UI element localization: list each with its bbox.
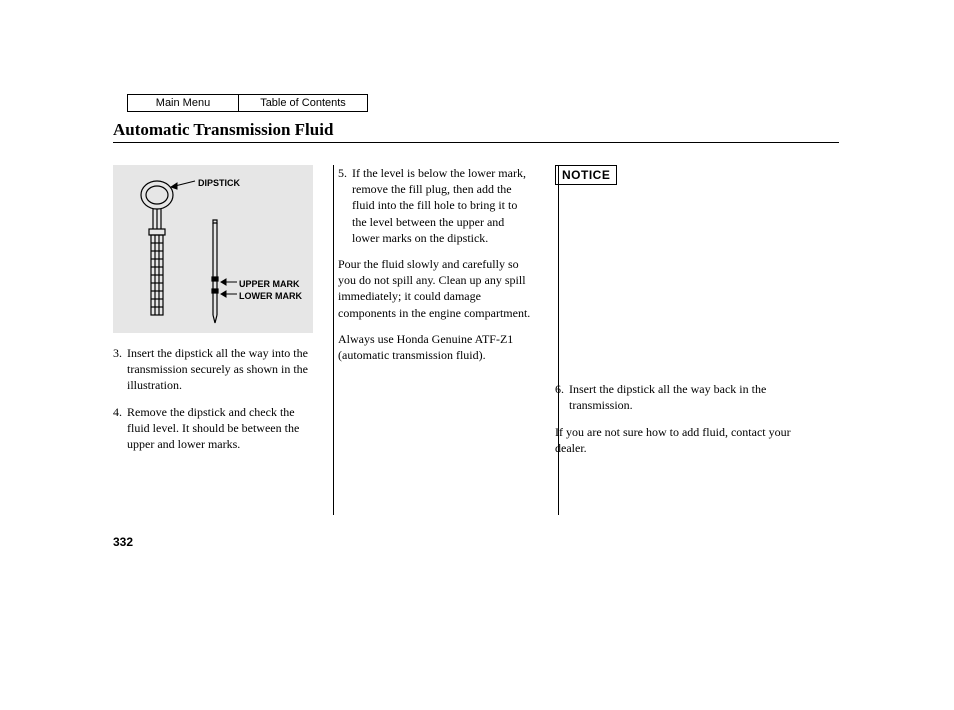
columns-container: DIPSTICK UPPER MARK LOWER MARK 3. Insert…	[113, 165, 839, 466]
step-text: Remove the dipstick and check the fluid …	[127, 404, 316, 453]
step-number: 4.	[113, 404, 127, 453]
paragraph-pour: Pour the fluid slowly and carefully so y…	[338, 256, 533, 321]
step-text: Insert the dipstick all the way into the…	[127, 345, 316, 394]
table-of-contents-button[interactable]: Table of Contents	[238, 94, 368, 112]
title-row: Automatic Transmission Fluid	[113, 120, 839, 143]
page-number: 332	[113, 535, 133, 549]
step-5: 5. If the level is below the lower mark,…	[338, 165, 533, 246]
dipstick-illustration: DIPSTICK UPPER MARK LOWER MARK	[113, 165, 313, 333]
illustration-label-upper-mark: UPPER MARK	[239, 278, 300, 290]
column-divider-2	[558, 165, 559, 515]
step-text: If the level is below the lower mark, re…	[352, 165, 533, 246]
paragraph-atf: Always use Honda Genuine ATF-Z1 (automat…	[338, 331, 533, 363]
nav-buttons: Main Menu Table of Contents	[127, 94, 839, 112]
step-6: 6. Insert the dipstick all the way back …	[555, 381, 823, 413]
illustration-label-lower-mark: LOWER MARK	[239, 290, 302, 302]
step-3: 3. Insert the dipstick all the way into …	[113, 345, 316, 394]
main-menu-button[interactable]: Main Menu	[127, 94, 239, 112]
step-number: 5.	[338, 165, 352, 246]
notice-badge: NOTICE	[555, 165, 617, 185]
column-3: NOTICE 6. Insert the dipstick all the wa…	[543, 165, 823, 466]
column-divider-1	[333, 165, 334, 515]
step-text: Insert the dipstick all the way back in …	[569, 381, 823, 413]
paragraph-dealer: If you are not sure how to add fluid, co…	[555, 424, 823, 456]
illustration-label-dipstick: DIPSTICK	[198, 177, 240, 189]
dipstick-svg	[113, 165, 313, 333]
column-1: DIPSTICK UPPER MARK LOWER MARK 3. Insert…	[113, 165, 328, 466]
page-title: Automatic Transmission Fluid	[113, 120, 839, 140]
step-4: 4. Remove the dipstick and check the flu…	[113, 404, 316, 453]
notice-body-placeholder	[555, 195, 823, 381]
column-2: 5. If the level is below the lower mark,…	[328, 165, 543, 466]
step-number: 3.	[113, 345, 127, 394]
